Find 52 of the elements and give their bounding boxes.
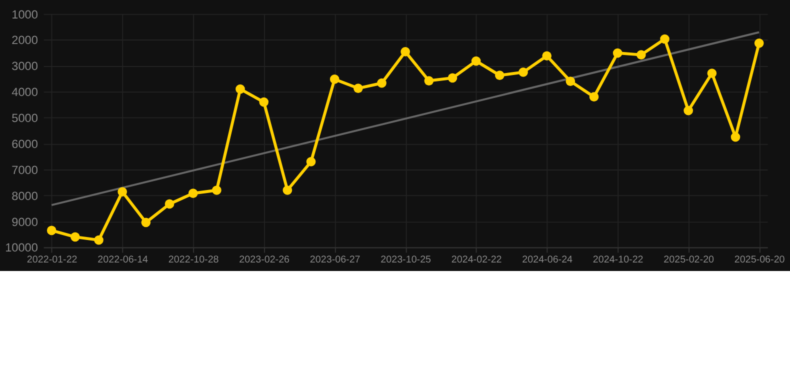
point: [636, 50, 646, 60]
point: [70, 232, 80, 242]
x-tick-label: 2025-06-20: [734, 254, 786, 266]
point: [212, 186, 222, 195]
point: [730, 132, 740, 142]
y-tick-label: 6000: [12, 136, 38, 151]
y-tick-label: 1000: [12, 7, 38, 22]
x-tick-label: 2022-01-22: [26, 254, 78, 266]
point: [542, 51, 552, 61]
x-tick-label: 2024-10-22: [592, 254, 644, 266]
y-tick-label: 10000: [5, 240, 38, 255]
y-tick-label: 7000: [12, 162, 38, 177]
point: [306, 157, 316, 166]
point: [518, 68, 528, 77]
point: [118, 187, 128, 196]
point: [424, 76, 434, 86]
point: [660, 34, 670, 44]
point: [377, 78, 386, 88]
point: [495, 70, 504, 80]
point: [754, 38, 764, 48]
point: [400, 47, 410, 56]
point: [471, 56, 481, 66]
point: [330, 74, 340, 84]
x-tick-label: 2023-10-25: [380, 254, 432, 266]
point: [188, 188, 198, 198]
point: [164, 199, 174, 209]
point: [282, 186, 292, 195]
y-tick-label: 2000: [12, 33, 38, 48]
point: [448, 73, 458, 83]
x-tick-label: 2022-10-28: [168, 254, 220, 266]
point: [684, 106, 694, 116]
y-tick-label: 9000: [12, 214, 38, 229]
x-tick-label: 2025-02-20: [664, 254, 715, 266]
x-tick-label: 2024-02-22: [451, 254, 502, 266]
point: [707, 68, 717, 78]
x-tick-label: 2022-06-14: [98, 254, 149, 266]
point: [354, 84, 363, 93]
y-tick-label: 3000: [12, 59, 38, 74]
point: [612, 48, 622, 58]
point: [46, 226, 56, 236]
point: [566, 76, 576, 86]
x-tick-label: 2023-06-27: [310, 254, 360, 266]
y-tick-label: 4000: [12, 85, 38, 100]
point: [141, 218, 151, 228]
point: [259, 97, 269, 107]
x-tick-label: 2023-02-26: [239, 254, 290, 266]
point: [94, 235, 104, 245]
y-tick-label: 5000: [12, 111, 38, 126]
y-tick-label: 8000: [12, 188, 38, 203]
point: [236, 84, 245, 94]
x-tick-label: 2024-06-24: [522, 254, 574, 266]
point: [589, 92, 599, 102]
